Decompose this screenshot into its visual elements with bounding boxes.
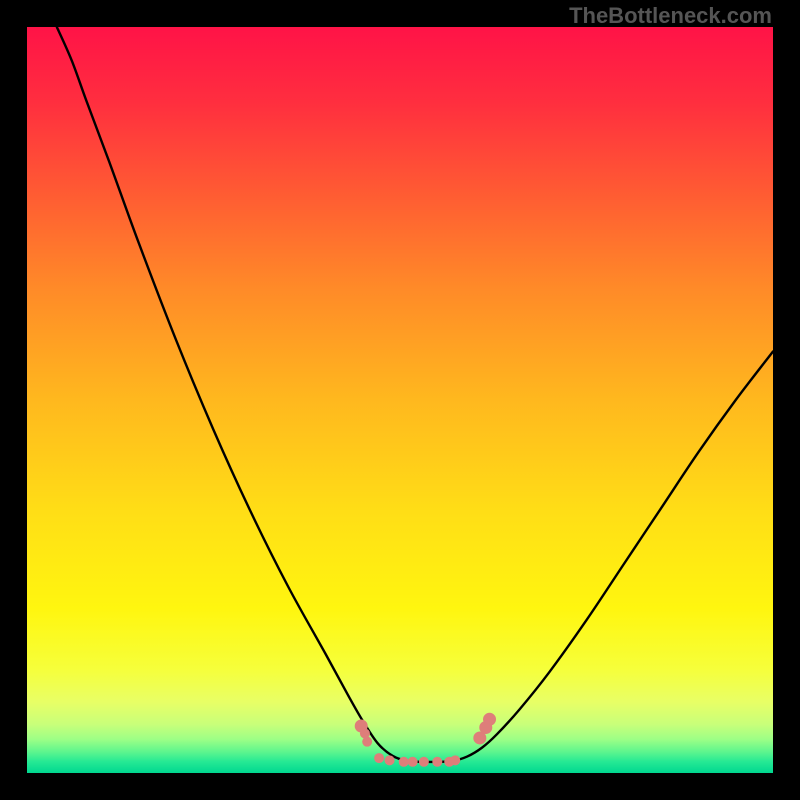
plot-area bbox=[27, 27, 773, 773]
watermark-text: TheBottleneck.com bbox=[569, 3, 772, 29]
chart-frame: TheBottleneck.com bbox=[0, 0, 800, 800]
